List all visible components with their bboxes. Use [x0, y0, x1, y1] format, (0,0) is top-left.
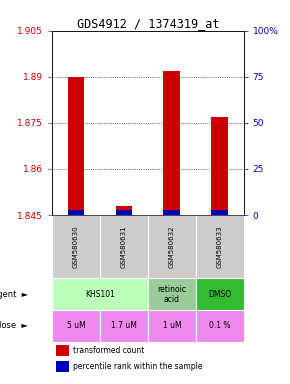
Text: GSM580630: GSM580630 — [73, 225, 79, 268]
Bar — [52, 278, 148, 310]
Text: retinoic
acid: retinoic acid — [157, 285, 186, 304]
Bar — [148, 310, 196, 342]
Text: GSM580633: GSM580633 — [217, 225, 223, 268]
Bar — [56, 345, 69, 356]
Bar — [56, 361, 69, 372]
Bar — [211, 210, 228, 215]
Text: 0.1 %: 0.1 % — [209, 321, 231, 330]
Bar — [196, 215, 244, 278]
Bar — [148, 278, 196, 310]
Text: dose  ►: dose ► — [0, 321, 28, 330]
Bar — [116, 206, 132, 215]
Bar — [196, 310, 244, 342]
Bar — [52, 215, 100, 278]
Bar — [164, 71, 180, 215]
Text: agent  ►: agent ► — [0, 290, 28, 299]
Text: transformed count: transformed count — [73, 346, 145, 355]
Bar — [52, 310, 100, 342]
Title: GDS4912 / 1374319_at: GDS4912 / 1374319_at — [77, 17, 219, 30]
Bar — [68, 77, 84, 215]
Bar — [100, 215, 148, 278]
Text: 1 uM: 1 uM — [162, 321, 181, 330]
Bar — [164, 210, 180, 215]
Bar — [68, 210, 84, 215]
Bar — [116, 210, 132, 215]
Bar — [196, 278, 244, 310]
Text: 1.7 uM: 1.7 uM — [111, 321, 137, 330]
Bar — [148, 215, 196, 278]
Text: GSM580631: GSM580631 — [121, 225, 127, 268]
Text: DMSO: DMSO — [208, 290, 231, 299]
Text: 5 uM: 5 uM — [67, 321, 86, 330]
Bar — [100, 310, 148, 342]
Text: GSM580632: GSM580632 — [169, 225, 175, 268]
Text: KHS101: KHS101 — [85, 290, 115, 299]
Bar — [211, 117, 228, 215]
Text: percentile rank within the sample: percentile rank within the sample — [73, 362, 203, 371]
